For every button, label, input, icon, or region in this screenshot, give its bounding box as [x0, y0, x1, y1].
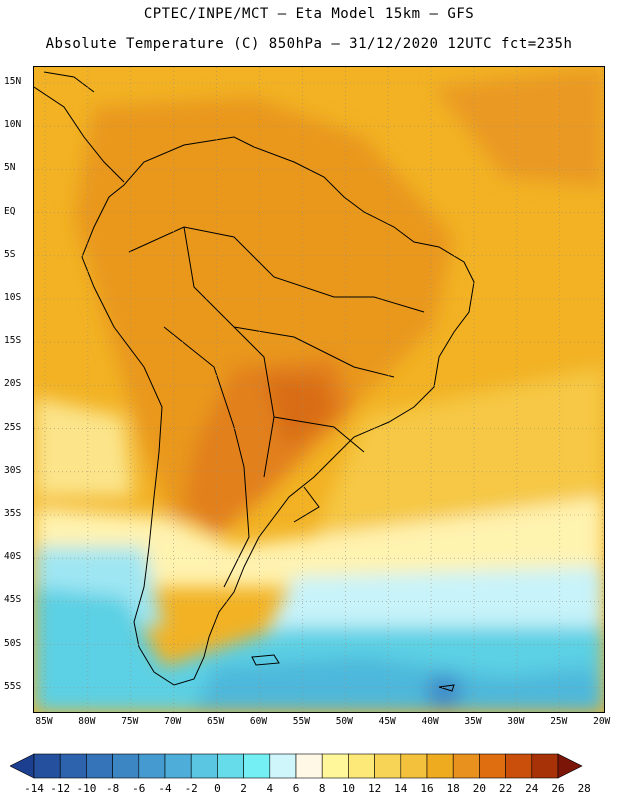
colorbar-label: 18 — [446, 782, 460, 795]
map-title-line2: Absolute Temperature (C) 850hPa – 31/12/… — [45, 36, 573, 52]
lat-label: 30S — [4, 464, 22, 476]
colorbar-swatch — [33, 753, 61, 779]
south-america-coast — [81, 136, 475, 686]
border-uruguay — [293, 486, 320, 523]
caribbean-islands — [43, 71, 95, 93]
temperature-map — [33, 66, 605, 713]
colorbar-swatch — [400, 753, 428, 779]
lat-label: 15N — [4, 76, 22, 87]
colorbar-swatch — [217, 753, 244, 779]
lat-label: 35S — [4, 508, 22, 519]
border-west — [183, 226, 275, 478]
lat-label: 50S — [4, 637, 22, 649]
colorbar-swatch — [505, 753, 533, 779]
colorbar-label: 4 — [266, 782, 274, 795]
colorbar-swatch — [190, 753, 218, 779]
colorbar-swatch — [426, 753, 454, 779]
cold-core-drake — [426, 674, 462, 710]
lon-label: 25W — [550, 716, 568, 727]
colorbar-swatch — [531, 753, 559, 779]
colorbar-swatch — [374, 753, 402, 779]
lat-label: EQ — [4, 205, 16, 217]
lon-label: 70W — [164, 716, 182, 727]
colorbar-label: 2 — [240, 782, 247, 795]
lon-label: 65W — [207, 716, 225, 727]
lon-label: 35W — [464, 716, 482, 727]
colorbar-left-arrow — [9, 753, 35, 779]
lat-label: 40S — [4, 551, 22, 563]
colorbar-label: 20 — [472, 782, 487, 795]
border-center — [233, 326, 395, 378]
colorbar-swatch — [112, 753, 140, 779]
colorbar-label: 28 — [577, 782, 591, 795]
colorbar-swatch — [452, 753, 480, 779]
cool-transition-band — [34, 497, 604, 587]
warm-region — [74, 97, 454, 527]
colorbar-swatch — [164, 753, 192, 779]
coldest-region — [194, 657, 604, 712]
colorbar-label: 24 — [525, 782, 539, 795]
colorbar-swatch — [479, 753, 506, 779]
lon-label: 40W — [421, 716, 439, 727]
lon-label: 75W — [121, 716, 139, 727]
lon-label: 30W — [507, 716, 525, 727]
lat-label: 25S — [4, 421, 22, 433]
lat-label: 5N — [4, 162, 16, 174]
central-america-coast — [34, 86, 125, 183]
lat-label: 10S — [4, 292, 22, 303]
border-andes — [163, 326, 250, 588]
lon-label: 45W — [378, 716, 396, 727]
lat-label: 5S — [4, 248, 16, 260]
colorbar-label: 14 — [394, 782, 408, 795]
colorbar-label: -8 — [105, 782, 120, 795]
colorbar-swatch — [269, 753, 297, 779]
colorbar-label: -4 — [158, 782, 172, 795]
border-south — [273, 416, 365, 453]
colorbar-label: -10 — [76, 782, 97, 795]
coastline — [34, 71, 475, 692]
colorbar-swatch — [86, 753, 113, 779]
lon-label: 50W — [335, 716, 353, 727]
hottest-core — [264, 377, 334, 447]
colorbar-label: -2 — [184, 782, 198, 795]
colorbar-right-arrow — [557, 753, 583, 779]
cool-region-atlantic — [264, 567, 604, 637]
lat-label: 45S — [4, 594, 22, 606]
colorbar-label: 8 — [318, 782, 326, 795]
lon-label: 80W — [78, 716, 96, 727]
atlantic-yellow-band — [314, 367, 604, 537]
warm-region-atlantic-ne — [434, 67, 604, 187]
south-georgia — [438, 684, 455, 692]
colorbar-svg — [9, 753, 583, 779]
colorbar-label: -12 — [50, 782, 71, 795]
colorbar-swatch — [59, 753, 87, 779]
colorbar-label: 22 — [498, 782, 513, 795]
colorbar-swatch — [348, 753, 375, 779]
lat-lon-grid — [34, 67, 604, 712]
colorbar-label: 6 — [292, 782, 300, 795]
lat-label: 55S — [4, 680, 22, 692]
colorbar-label: -6 — [132, 782, 146, 795]
colorbar-label: 10 — [341, 782, 356, 795]
lon-label: 85W — [35, 716, 53, 727]
map-title-line1: CPTEC/INPE/MCT – Eta Model 15km – GFS — [143, 6, 475, 22]
colorbar-label: -14 — [24, 782, 44, 795]
lon-label: 55W — [292, 716, 310, 727]
lat-label: 15S — [4, 335, 22, 347]
colorbar-swatch — [321, 753, 349, 779]
colorbar-swatch — [243, 753, 271, 779]
falkland-islands — [251, 654, 280, 666]
lat-label: 20S — [4, 378, 22, 390]
colorbar-label: 12 — [367, 782, 382, 795]
colorbar-swatch — [138, 753, 166, 779]
colorbar-label: 16 — [420, 782, 434, 795]
lon-label: 20W — [593, 716, 611, 727]
lat-label: 10N — [4, 119, 22, 131]
colorbar-label: 26 — [551, 782, 565, 795]
colorbar-label: 0 — [214, 782, 221, 795]
lon-label: 60W — [249, 716, 268, 727]
map-canvas — [34, 67, 604, 712]
colorbar — [9, 752, 610, 784]
colorbar-swatch — [295, 753, 323, 779]
